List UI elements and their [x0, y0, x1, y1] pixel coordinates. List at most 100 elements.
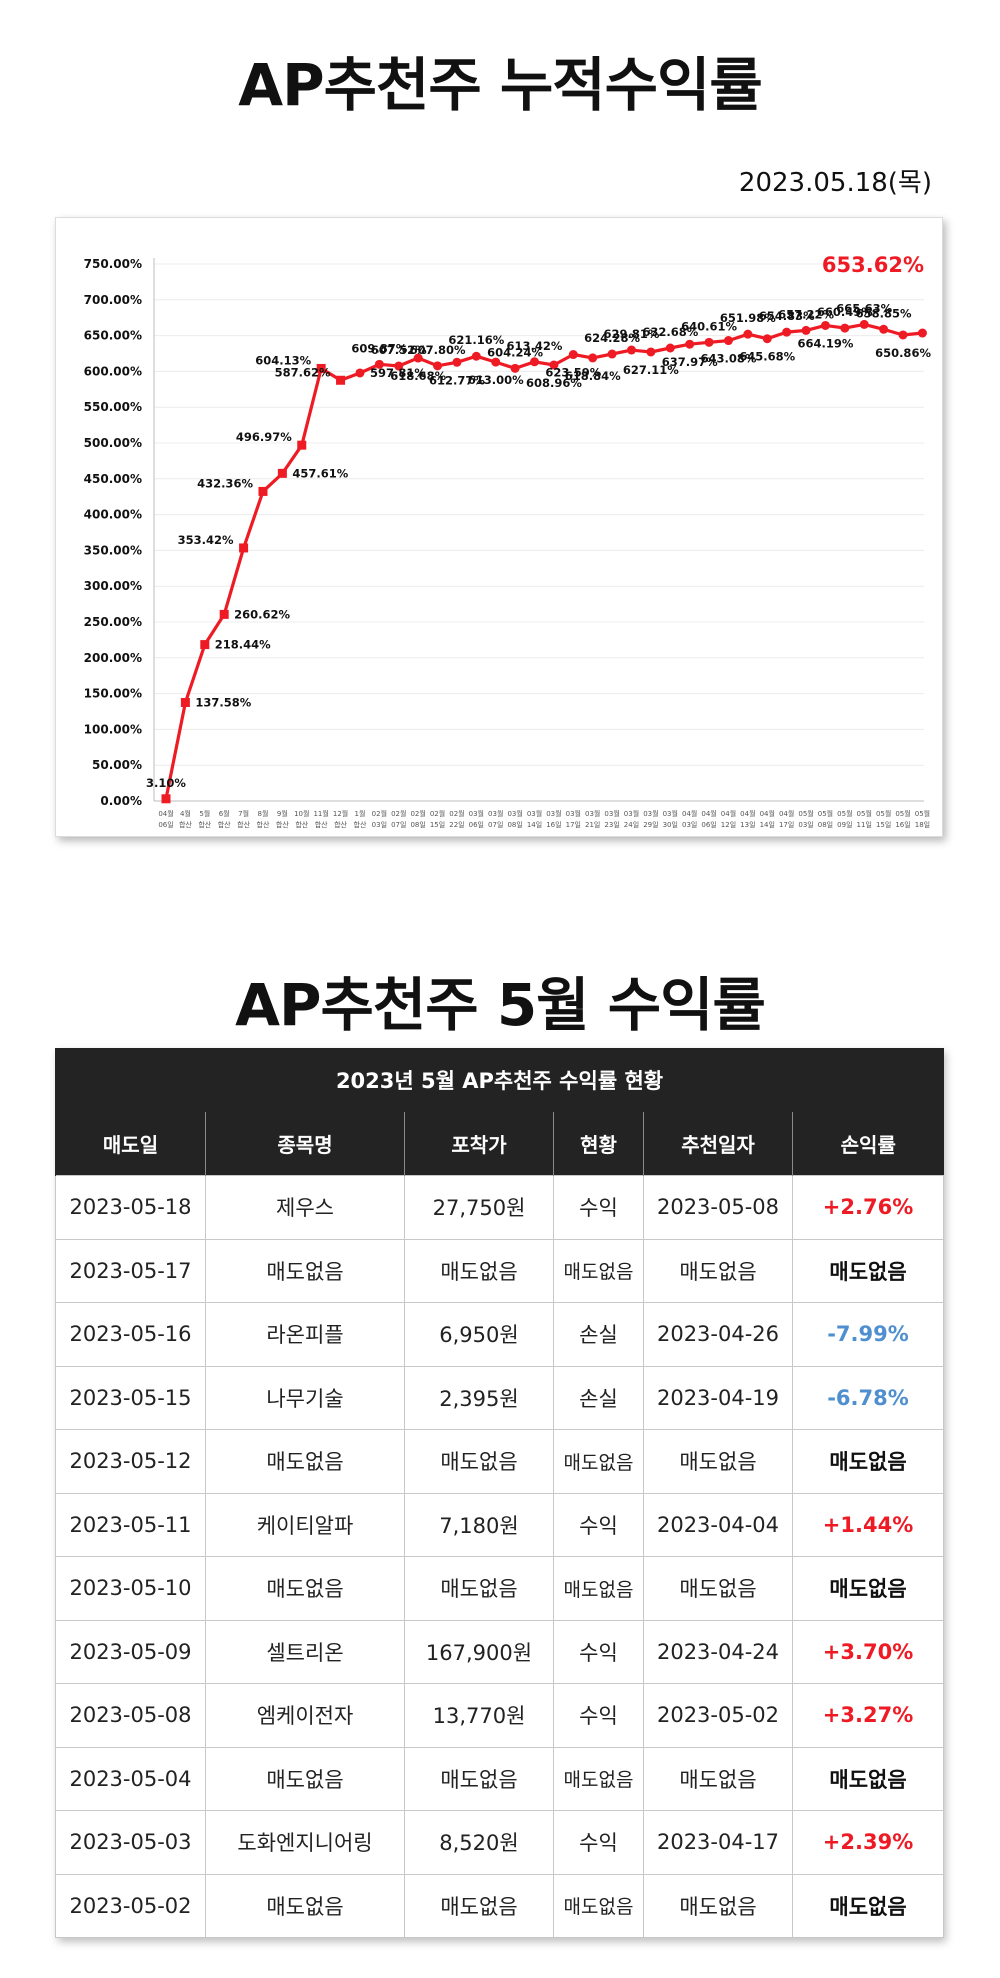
- table-row: 2023-05-10 매도없음 매도없음 매도없음 매도없음 매도없음: [55, 1556, 945, 1621]
- y-tick-label: 650.00%: [84, 329, 142, 343]
- header-status: 현황: [553, 1111, 644, 1176]
- data-point: [161, 794, 171, 804]
- cell-return-rate: +3.70%: [791, 1619, 945, 1684]
- y-tick-label: 750.00%: [84, 257, 142, 271]
- y-tick-label: 550.00%: [84, 400, 142, 414]
- cell-sell-date: 2023-05-08: [55, 1683, 206, 1748]
- table-row: 2023-05-16 라온피플 6,950원 손실 2023-04-26 -7.99%: [55, 1302, 945, 1367]
- x-tick-label: 합산: [257, 820, 270, 829]
- cell-return-rate: +2.76%: [791, 1175, 945, 1240]
- data-label: 587.62%: [275, 365, 331, 379]
- data-point: [394, 361, 404, 371]
- y-tick-label: 250.00%: [84, 615, 142, 629]
- y-tick-label: 150.00%: [84, 687, 142, 701]
- cell-status: 수익: [553, 1683, 644, 1748]
- x-tick-label: 03월: [624, 809, 639, 818]
- chart-canvas: 0.00% 50.00% 100.00% 150.00% 200.00% 250.00% 3…: [84, 253, 932, 829]
- x-tick-label: 21일: [585, 820, 600, 829]
- data-point: [297, 440, 307, 450]
- header-recommend-date: 추천일자: [643, 1111, 793, 1176]
- x-tick-label: 4월: [180, 809, 191, 818]
- data-label: 604.24%: [487, 345, 543, 359]
- data-label: 645.68%: [739, 350, 795, 364]
- data-point: [510, 363, 520, 373]
- cell-recommend-date: 매도없음: [643, 1238, 793, 1303]
- cell-entry-price: 매도없음: [404, 1238, 554, 1303]
- y-tick-label: 700.00%: [84, 293, 142, 307]
- cell-recommend-date: 2023-04-17: [643, 1810, 793, 1875]
- table-row: 2023-05-08 엠케이전자 13,770원 수익 2023-05-02 +3.27%: [55, 1683, 945, 1748]
- data-point: [685, 339, 695, 349]
- data-label: 353.42%: [178, 533, 234, 547]
- data-label: 665.63%: [836, 301, 892, 315]
- chart-section-title: AP추천주 누적수익률: [238, 51, 762, 119]
- data-label: 604.13%: [255, 353, 311, 367]
- cell-stock-name: 도화엔지니어링: [205, 1810, 405, 1875]
- x-tick-label: 07일: [488, 820, 503, 829]
- data-label: 432.36%: [197, 476, 253, 490]
- x-tick-label: 8월: [258, 809, 269, 818]
- data-point: [471, 351, 481, 361]
- x-tick-label: 03월: [527, 809, 542, 818]
- y-tick-label: 600.00%: [84, 364, 142, 378]
- x-tick-label: 03월: [488, 809, 503, 818]
- x-tick-label: 13일: [740, 820, 755, 829]
- data-label: 650.86%: [875, 346, 931, 360]
- cell-status: 수익: [553, 1492, 644, 1557]
- data-point: [704, 337, 714, 347]
- y-tick-label: 500.00%: [84, 436, 142, 450]
- report-date: 2023.05.18(목): [738, 168, 932, 198]
- x-tick-label: 합산: [218, 820, 231, 829]
- x-tick-label: 30일: [663, 820, 678, 829]
- cell-sell-date: 2023-05-18: [55, 1175, 206, 1240]
- data-label: 637.97%: [662, 355, 718, 369]
- cell-recommend-date: 매도없음: [643, 1746, 793, 1811]
- data-label: 457.61%: [292, 466, 348, 480]
- x-tick-label: 04월: [682, 809, 697, 818]
- cell-sell-date: 2023-05-15: [55, 1365, 206, 1430]
- table-row: 2023-05-04 매도없음 매도없음 매도없음 매도없음 매도없음: [55, 1746, 945, 1811]
- x-tick-label: 03일: [682, 820, 697, 829]
- cell-recommend-date: 2023-04-26: [643, 1302, 793, 1367]
- x-tick-label: 02월: [410, 809, 425, 818]
- x-tick-label: 12일: [721, 820, 736, 829]
- x-tick-label: 03월: [643, 809, 658, 818]
- y-tick-label: 0.00%: [100, 794, 142, 808]
- x-tick-label: 03월: [604, 809, 619, 818]
- x-tick-label: 23일: [604, 820, 619, 829]
- x-tick-label: 02월: [430, 809, 445, 818]
- x-tick-label: 04월: [158, 809, 173, 818]
- x-tick-label: 합산: [295, 820, 308, 829]
- cell-entry-price: 13,770원: [404, 1683, 554, 1748]
- cell-stock-name: 셀트리온: [205, 1619, 405, 1684]
- x-tick-label: 03월: [507, 809, 522, 818]
- x-tick-label: 17일: [779, 820, 794, 829]
- monthly-return-table: 2023년 5월 AP추천주 수익률 현황 매도일 종목명 포착가 현황 추천일…: [54, 1048, 945, 1938]
- y-tick-label: 100.00%: [84, 722, 142, 736]
- x-tick-label: 03월: [585, 809, 600, 818]
- cell-recommend-date: 매도없음: [643, 1556, 793, 1621]
- cell-sell-date: 2023-05-17: [55, 1238, 206, 1303]
- data-label: 613.00%: [468, 373, 524, 387]
- y-tick-label: 400.00%: [84, 508, 142, 522]
- cell-status: 수익: [553, 1619, 644, 1684]
- data-label: 260.62%: [234, 607, 290, 621]
- data-label: 607.80%: [410, 343, 466, 357]
- x-tick-label: 03월: [566, 809, 581, 818]
- data-label: 137.58%: [195, 695, 251, 709]
- cell-return-rate: 매도없음: [791, 1429, 945, 1494]
- data-label: 643.08%: [701, 352, 757, 366]
- cell-stock-name: 매도없음: [205, 1238, 405, 1303]
- cell-sell-date: 2023-05-02: [55, 1873, 206, 1938]
- table-row: 2023-05-03 도화엔지니어링 8,520원 수익 2023-04-17 +2.39…: [55, 1810, 945, 1875]
- table-row: 2023-05-17 매도없음 매도없음 매도없음 매도없음 매도없음: [55, 1238, 945, 1303]
- data-point: [316, 363, 326, 373]
- y-tick-label: 450.00%: [84, 472, 142, 486]
- y-tick-label: 350.00%: [84, 543, 142, 557]
- x-tick-label: 16일: [895, 820, 910, 829]
- data-label: 658.85%: [856, 306, 912, 320]
- x-tick-label: 15일: [430, 820, 445, 829]
- cell-return-rate: +1.44%: [791, 1492, 945, 1557]
- x-tick-label: 03월: [663, 809, 678, 818]
- x-tick-label: 05월: [876, 809, 891, 818]
